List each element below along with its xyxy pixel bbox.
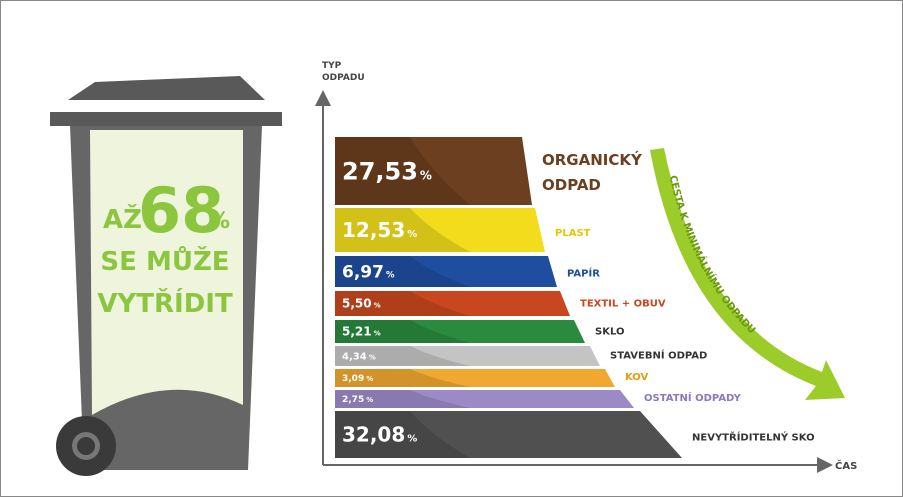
bands: 27,53 % ORGANICKÝ ODPAD 12,53% PLAST 6,97% PAPÍ… (335, 137, 815, 458)
band-label: TEXTIL + OBUV (580, 299, 666, 310)
band-value: 6,97 (342, 262, 384, 282)
band (335, 291, 570, 316)
bin-lid (68, 76, 265, 100)
band-shade (335, 208, 470, 252)
band-unit: % (366, 375, 373, 383)
bin-rim (50, 112, 282, 126)
x-axis-label: ČAS (835, 459, 857, 472)
band-shade (335, 390, 470, 408)
band-label: PLAST (555, 228, 591, 239)
band-value: 3,09 (342, 374, 364, 384)
band-label: KOV (625, 372, 649, 383)
band-shade (335, 346, 470, 366)
band-shade (335, 256, 470, 287)
bin-label (90, 130, 243, 415)
y-axis-label: ODPADU (322, 73, 365, 83)
band-unit: % (407, 229, 417, 240)
band-value: 27,53 (342, 157, 418, 185)
band-shade (335, 137, 470, 205)
bin-text: VYTŘÍDIT (97, 287, 233, 319)
band (335, 137, 532, 205)
band-label: STAVEBNÍ ODPAD (610, 349, 707, 362)
band-shade (335, 411, 470, 458)
bin-text: AŽ (103, 203, 142, 235)
band-value: 2,75 (342, 395, 364, 405)
band-value: 4,34 (342, 352, 367, 363)
band (335, 320, 585, 343)
band-label: SKLO (595, 327, 624, 338)
band-label: OSTATNÍ ODPADY (644, 391, 742, 404)
wheel-center (77, 437, 95, 455)
y-axis-label: TYP (322, 61, 342, 71)
band-value: 5,21 (342, 325, 372, 339)
band-value: 32,08 (342, 423, 405, 447)
band (335, 369, 615, 387)
bin-big: 68 (138, 174, 224, 247)
band-unit: % (420, 168, 432, 182)
band (335, 390, 634, 408)
band-value: 5,50 (342, 297, 372, 311)
bin-text: SE MŮŽE (100, 244, 229, 277)
band-label: PAPÍR (567, 266, 600, 279)
band (335, 208, 545, 252)
band (335, 346, 600, 366)
band-label: ODPAD (542, 176, 601, 194)
band-unit: % (366, 396, 373, 404)
band-shade (335, 320, 470, 343)
band-unit: % (386, 270, 395, 280)
band-unit: % (369, 354, 376, 362)
band-shade (335, 291, 470, 316)
band-unit: % (407, 434, 417, 445)
band (335, 256, 557, 287)
bin-unit: % (208, 209, 230, 234)
band-shade (335, 369, 470, 387)
band-unit: % (374, 330, 381, 338)
band-label: NEVYTŘÍDITELNÝ SKO (692, 431, 815, 444)
band-label: ORGANICKÝ (542, 150, 643, 169)
bin: AŽ 68 % SE MŮŽE VYTŘÍDIT (50, 76, 282, 476)
band-unit: % (374, 302, 381, 310)
band-value: 12,53 (342, 218, 405, 242)
band (335, 411, 682, 458)
trend-arrow (650, 148, 845, 400)
